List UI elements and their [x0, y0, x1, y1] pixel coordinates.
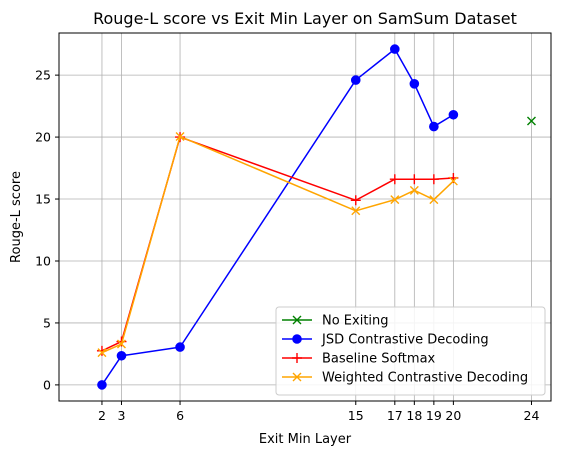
data-point [429, 121, 439, 132]
data-point [390, 44, 400, 54]
data-point [409, 79, 420, 89]
series-0 [526, 116, 536, 126]
x-tick-label: 3 [117, 408, 125, 423]
x-tick-label: 19 [426, 408, 442, 423]
x-tick-label: 15 [348, 408, 364, 423]
chart-title: Rouge-L score vs Exit Min Layer on SamSu… [93, 9, 517, 28]
x-tick-label: 6 [176, 408, 184, 423]
data-point [116, 339, 126, 349]
series-line [101, 135, 454, 354]
legend-item: Weighted Contrastive Decoding [282, 371, 528, 386]
data-point [350, 195, 361, 206]
y-tick-label: 25 [35, 68, 51, 83]
data-point [175, 131, 185, 141]
data-point [350, 75, 361, 85]
x-axis-title: Exit Min Layer [259, 432, 352, 447]
data-point [448, 109, 459, 120]
series-layer [96, 44, 536, 390]
legend-label: JSD Contrastive Decoding [321, 333, 489, 348]
y-tick-label: 5 [43, 315, 51, 330]
series-3 [97, 131, 458, 358]
data-point [448, 176, 458, 186]
data-point [428, 174, 439, 185]
data-point [97, 348, 107, 358]
data-point [390, 195, 400, 205]
data-point [409, 174, 420, 185]
legend-marker [292, 315, 302, 325]
data-point [389, 174, 400, 185]
x-tick-label: 17 [387, 408, 403, 423]
y-axis-title: Rouge-L score [9, 171, 24, 263]
y-tick-label: 10 [35, 253, 51, 268]
data-point [116, 350, 127, 361]
legend-item: No Exiting [282, 314, 389, 329]
y-tick-label: 20 [35, 130, 51, 145]
legend-label: Baseline Softmax [322, 352, 436, 367]
data-point [429, 195, 439, 205]
legend-marker [292, 372, 302, 382]
legend-label: No Exiting [322, 314, 389, 329]
legend-item: JSD Contrastive Decoding [282, 333, 489, 348]
legend-item: Baseline Softmax [282, 352, 436, 367]
y-tick-label: 15 [35, 192, 51, 207]
legend-box [275, 306, 546, 396]
legend: No Exiting JSD Contrastive Decoding Baseli… [275, 306, 546, 396]
series-line [101, 48, 454, 386]
data-point [97, 380, 107, 390]
plot-frame [58, 32, 552, 402]
x-tick-label: 20 [445, 408, 461, 423]
data-point [409, 185, 419, 195]
series-1 [97, 44, 459, 390]
x-tick-label: 24 [524, 408, 540, 423]
x-tick-label: 2 [98, 408, 106, 423]
legend-label: Weighted Contrastive Decoding [322, 371, 528, 386]
legend-marker [292, 353, 302, 363]
x-tick-label: 18 [406, 408, 422, 423]
data-point [175, 342, 185, 352]
legend-marker [292, 334, 302, 344]
grid-lines [59, 33, 551, 401]
y-tick-label: 0 [43, 377, 51, 392]
data-point [526, 116, 536, 126]
data-point [351, 206, 361, 216]
